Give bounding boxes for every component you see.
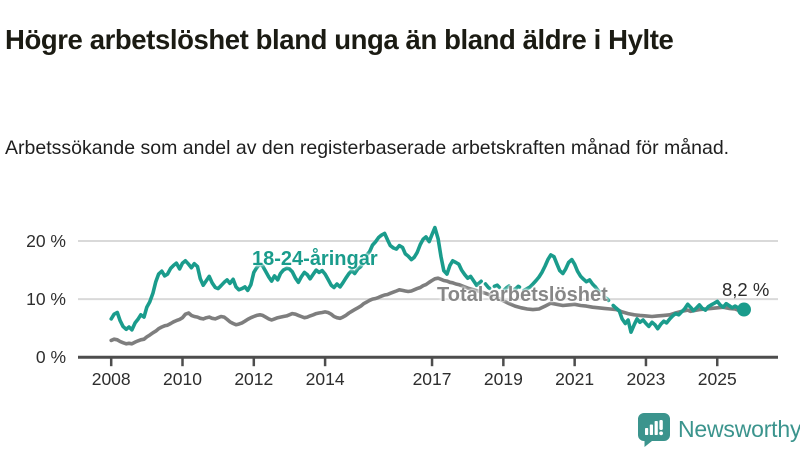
series-label-youth: 18-24-åringar [252,248,378,270]
x-tick-label: 2023 [626,369,665,389]
brand-name: Newsworthy [678,416,800,442]
x-tick-label: 2008 [92,369,131,389]
bar-chart-bubble-icon [638,413,670,447]
last-value-dot [736,302,751,317]
x-tick-label: 2019 [484,369,523,389]
y-tick-label: 10 % [26,289,66,309]
page-title: Högre arbetslöshet bland unga än bland ä… [5,24,674,56]
series-label-total: Total arbetslöshet [437,284,608,306]
y-tick-label: 20 % [26,231,66,251]
x-tick-label: 2014 [306,369,345,389]
chart-subtitle: Arbetssökande som andel av den registerb… [5,136,730,159]
y-tick-label: 0 % [36,347,66,367]
series-line [109,225,746,334]
series-line-dashed [474,278,619,311]
x-tick-label: 2017 [413,369,452,389]
x-tick-label: 2012 [234,369,273,389]
newsworthy-logo: Newsworthy [637,412,800,447]
x-tick-label: 2010 [163,369,202,389]
series-line [109,276,746,346]
x-tick-label: 2025 [698,369,737,389]
last-value-annotation: 8,2 % [722,279,770,300]
x-tick-label: 2021 [555,369,594,389]
